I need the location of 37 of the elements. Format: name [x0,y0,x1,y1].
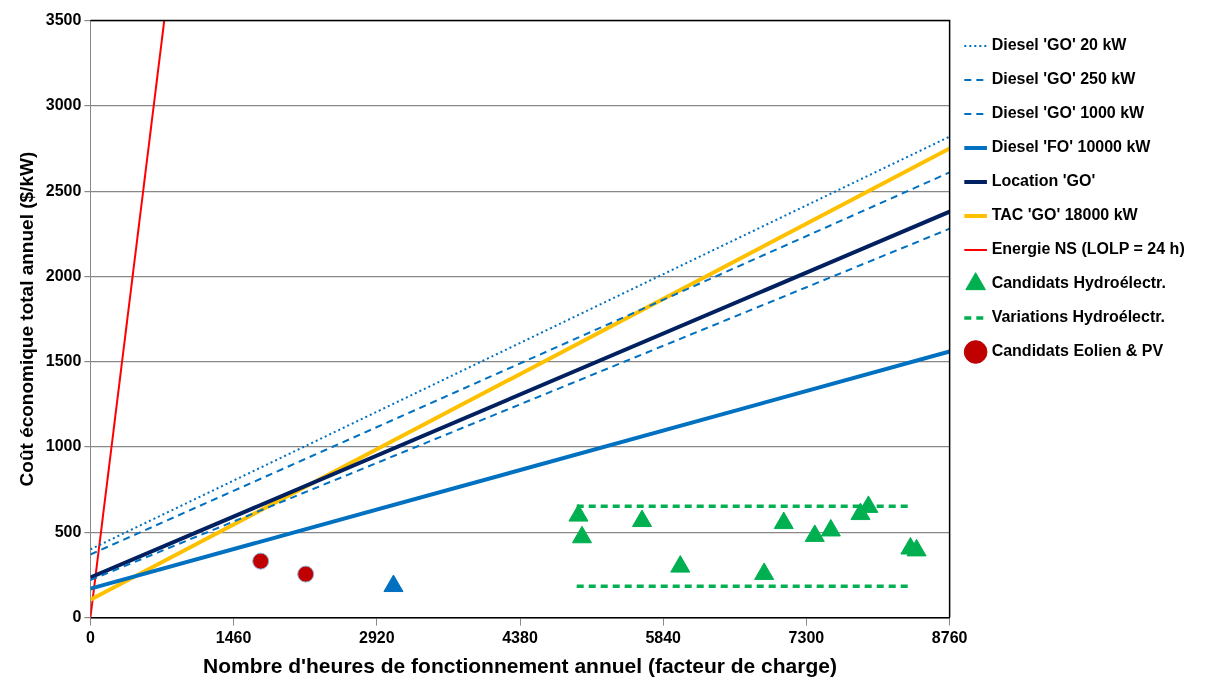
point [754,562,775,580]
y-tick-label: 1000 [45,437,82,455]
y-tick-label: 2000 [45,266,82,284]
y-tick-label: 0 [72,608,82,626]
y-axis-title: Coût économique total annuel ($/kW) [15,151,37,487]
legend-label: Diesel 'GO' 1000 kW [991,104,1146,122]
x-tick-label: 1460 [215,628,252,646]
y-tick-label: 1500 [45,352,82,370]
x-tick-label: 5840 [645,628,682,646]
y-tick-label: 500 [54,522,82,540]
x-tick-label: 7300 [788,628,825,646]
point [670,555,691,573]
x-tick-label: 0 [85,628,95,646]
legend-label: Candidats Hydroélectr. [991,274,1166,292]
y-tick-label: 3000 [45,96,82,114]
legend-label: Diesel 'GO' 250 kW [991,70,1137,88]
point [820,518,841,537]
point [773,511,794,530]
legend-label: Candidats Eolien & PV [991,342,1164,360]
point [632,509,653,528]
x-tick-label: 4380 [502,628,538,646]
point [383,574,404,593]
y-tick-label: 2500 [45,181,82,199]
legend-label: Diesel 'GO' 20 kW [991,36,1128,54]
legend-label: Location 'GO' [991,172,1096,190]
x-tick-label: 2920 [359,628,395,646]
y-tick-label: 3500 [45,11,82,29]
point [906,538,927,557]
point [571,525,593,544]
x-axis-title: Nombre d'heures de fonctionnement annuel (facteur de charge) [203,654,837,678]
point [804,524,825,542]
legend-label: TAC 'GO' 18000 kW [991,206,1139,224]
legend-label: Variations Hydroélectr. [991,308,1166,326]
x-tick-label: 8760 [931,628,968,646]
legend-label: Energie NS (LOLP = 24 h) [991,240,1185,258]
legend-label: Diesel 'FO' 10000 kW [991,138,1152,156]
point [568,504,589,522]
